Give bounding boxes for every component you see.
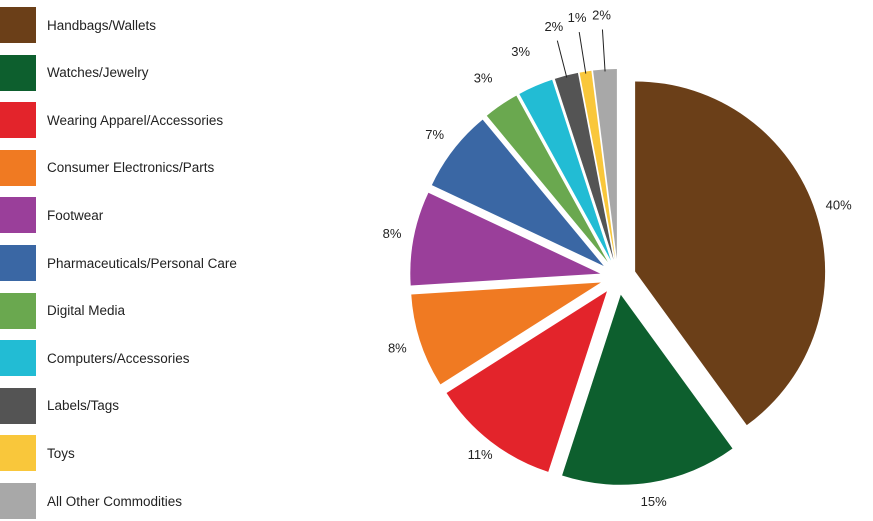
slice-label: 3% [474,71,493,86]
pie-slice [554,72,614,260]
pie-slice [562,294,733,485]
legend-label: Wearing Apparel/Accessories [47,112,224,128]
legend-swatch [0,483,36,519]
pie-slice [579,70,616,260]
legend-label: Watches/Jewelry [47,65,149,81]
pie-slice [519,79,611,261]
slice-label: 1% [568,10,587,25]
legend-item: Toys [0,433,75,473]
legend-item: All Other Commodities [0,481,182,521]
pie-slice [411,282,601,385]
legend-label: Pharmaceuticals/Personal Care [47,255,237,271]
legend-item: Consumer Electronics/Parts [0,148,214,188]
slice-label: 8% [383,226,402,241]
legend-swatch [0,292,36,329]
legend-item: Handbags/Wallets [0,5,156,45]
legend-label: Toys [47,445,75,461]
pie-slice [486,95,608,263]
legend-swatch [0,102,36,139]
legend-item: Wearing Apparel/Accessories [0,100,223,140]
legend-swatch [0,340,36,377]
slice-label: 40% [826,197,852,212]
legend-swatch [0,435,36,472]
legend-swatch [0,149,36,186]
legend-item: Pharmaceuticals/Personal Care [0,243,237,283]
slice-label: 11% [468,447,493,462]
leader-line [556,40,568,78]
pie-slice [410,192,601,286]
slice-label: 3% [511,44,530,59]
legend-item: Computers/Accessories [0,338,190,378]
pie-slice [446,291,607,472]
legend-label: Consumer Electronics/Parts [47,160,215,176]
slice-label: 2% [592,8,611,23]
legend-swatch [0,387,36,424]
legend-swatch [0,197,36,234]
legend-label: Handbags/Wallets [47,17,157,33]
legend-label: Labels/Tags [47,398,120,414]
slice-label: 7% [425,127,444,142]
legend-item: Watches/Jewelry [0,53,149,93]
slice-label: 8% [388,341,407,356]
legend-swatch [0,7,36,43]
legend-swatch [0,245,36,281]
pie-slice [593,69,617,260]
legend-item: Labels/Tags [0,386,119,426]
legend-item: Digital Media [0,291,125,331]
pie-slice [635,81,826,426]
slice-label: 2% [544,19,563,34]
legend-label: All Other Commodities [47,493,183,509]
pie-slice [431,119,604,266]
leader-line [601,29,606,72]
legend-label: Footwear [47,207,104,223]
legend-item: Footwear [0,195,103,235]
legend-label: Digital Media [47,303,126,319]
legend-swatch [0,54,36,91]
slice-label: 15% [641,494,667,509]
legend-label: Computers/Accessories [47,350,190,366]
leader-line [578,31,587,74]
